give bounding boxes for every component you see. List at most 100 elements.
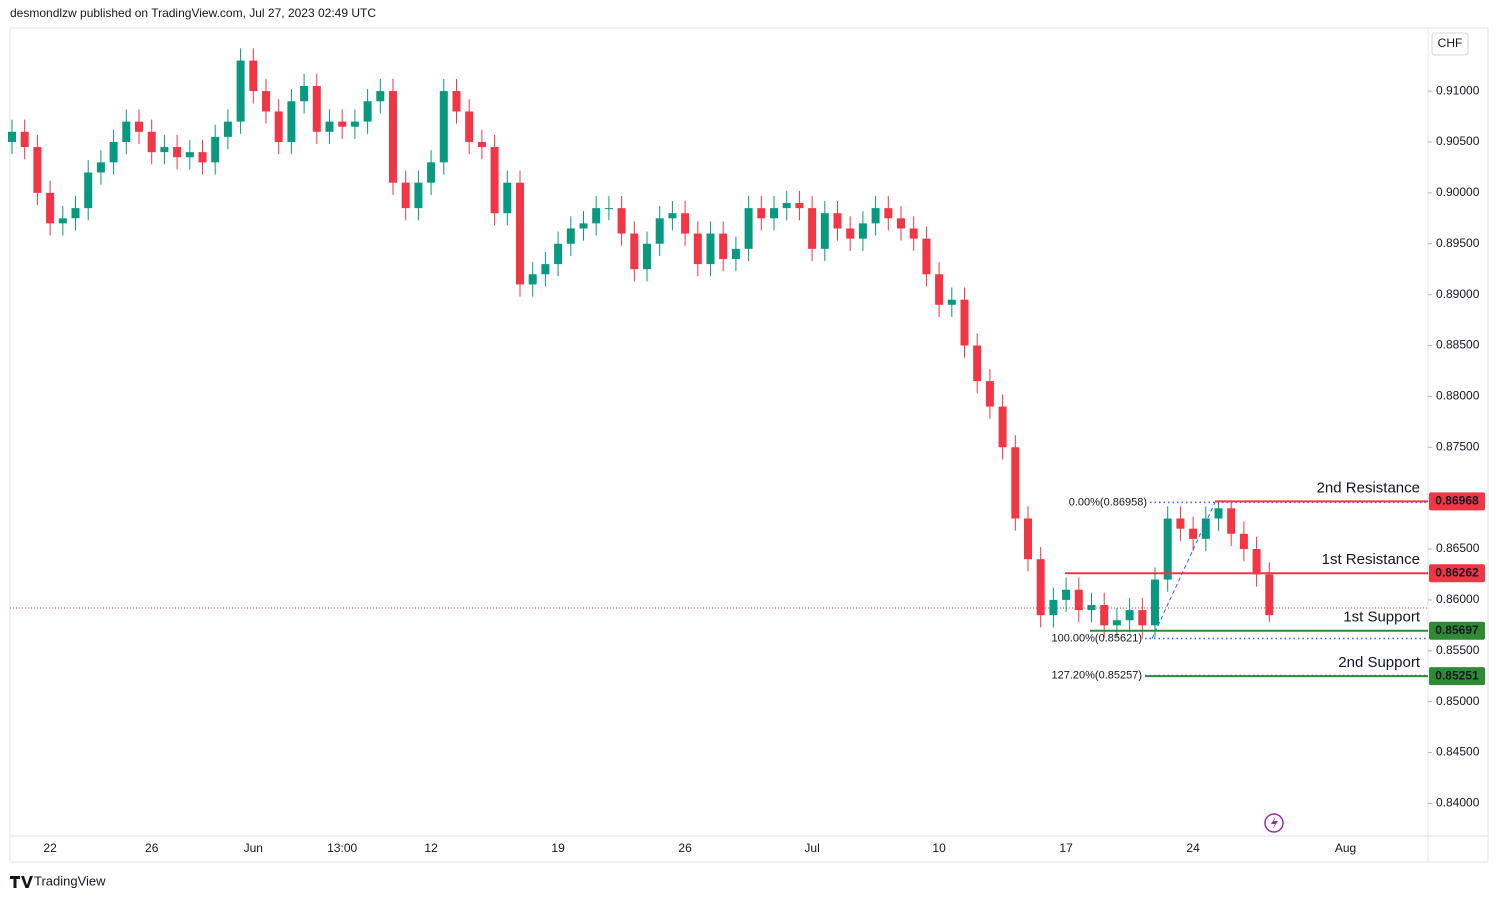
y-tick-label: 0.88000 <box>1436 389 1480 403</box>
candle-body <box>757 208 766 219</box>
candle-body <box>376 91 385 102</box>
candle-body <box>909 228 918 239</box>
candle-body <box>414 182 423 209</box>
candle-body <box>135 121 143 132</box>
candle-body <box>1112 620 1121 626</box>
x-tick-label: 10 <box>932 841 946 855</box>
x-tick-label: 13:00 <box>327 841 357 855</box>
candle-body <box>1151 579 1159 626</box>
candle-body <box>338 121 347 127</box>
x-tick-label: 26 <box>145 841 159 855</box>
candle-body <box>465 111 474 142</box>
candle-body <box>960 299 969 346</box>
level-price-box <box>1429 621 1485 640</box>
candle-body <box>897 218 905 229</box>
candle-body <box>20 131 29 148</box>
candle-body <box>541 264 550 275</box>
level-name: 2nd Support <box>1338 654 1421 671</box>
y-tick-label: 0.90500 <box>1436 134 1480 148</box>
candle-body <box>427 162 436 183</box>
candle-body <box>1087 604 1096 611</box>
currency-label[interactable]: CHF <box>1438 36 1463 50</box>
candle-body <box>211 136 220 163</box>
candle-body <box>1074 589 1083 611</box>
candle-body <box>350 121 359 127</box>
events-icon-bolt <box>1271 816 1278 830</box>
candle-body <box>795 203 804 209</box>
candle-body <box>643 243 651 270</box>
currency-box[interactable] <box>1431 32 1469 56</box>
candle-body <box>922 238 931 275</box>
candle-body <box>1138 610 1147 626</box>
candle-body <box>325 121 334 132</box>
x-tick-label: Jul <box>804 841 819 855</box>
candle-body <box>833 213 842 229</box>
level-price-label: 0.86968 <box>1435 494 1479 508</box>
level-price-box <box>1429 564 1485 583</box>
candle-body <box>58 218 67 224</box>
level-price-box <box>1429 492 1485 511</box>
y-tick-label: 0.90000 <box>1436 185 1480 199</box>
y-tick-label: 0.85500 <box>1436 643 1480 657</box>
level-price-label: 0.85251 <box>1435 668 1479 682</box>
candle-body <box>846 228 855 239</box>
candle-body <box>1062 589 1071 600</box>
candle-body <box>389 91 397 183</box>
candle-body <box>173 147 182 158</box>
candle-body <box>681 213 690 234</box>
candle-body <box>947 299 956 305</box>
chart-frame <box>9 27 1489 863</box>
candle-body <box>693 233 702 265</box>
candle-body <box>274 111 283 142</box>
level-price-box <box>1429 667 1485 686</box>
candle-body <box>147 131 156 153</box>
y-tick-label: 0.88500 <box>1436 338 1480 352</box>
candle-body <box>490 147 499 214</box>
candle-body <box>1036 559 1045 616</box>
candle-body <box>731 248 740 260</box>
y-tick-label: 0.86500 <box>1436 541 1480 555</box>
candle-body <box>617 208 626 234</box>
candle-body <box>566 228 575 244</box>
level-price-label: 0.85697 <box>1435 623 1479 637</box>
candle-body <box>287 101 296 142</box>
candle-body <box>528 274 537 285</box>
fib-level-label: 0.00%(0.86958) <box>1069 496 1147 508</box>
candle-body <box>1100 604 1109 626</box>
candle-body <box>71 208 80 219</box>
candle-body <box>998 406 1007 448</box>
candle-body <box>808 208 817 249</box>
x-tick-label: 17 <box>1059 841 1073 855</box>
candle-body <box>884 208 893 219</box>
brand-name: TradingView <box>34 873 106 888</box>
candle-body <box>1011 447 1020 519</box>
fib-level-label: 100.00%(0.85621) <box>1051 632 1142 644</box>
candle-body <box>782 203 791 209</box>
candle-body <box>668 213 677 219</box>
x-tick-label: Jun <box>244 841 263 855</box>
y-tick-label: 0.84500 <box>1436 745 1480 759</box>
candle-body <box>516 182 524 285</box>
candle-body <box>770 208 778 219</box>
candle-body <box>935 274 944 305</box>
y-tick-label: 0.84000 <box>1436 796 1480 810</box>
candle-body <box>1214 508 1223 519</box>
y-tick-label: 0.85000 <box>1436 694 1480 708</box>
candle-body <box>858 223 867 239</box>
candle-body <box>1024 518 1032 560</box>
candle-body <box>1239 533 1248 550</box>
candle-body <box>452 91 461 112</box>
candle-body <box>706 233 715 265</box>
candle-body <box>820 213 829 249</box>
candle-body <box>223 121 232 137</box>
y-tick-label: 0.89000 <box>1436 287 1480 301</box>
candle-body <box>655 218 664 244</box>
candle-body <box>1125 610 1134 621</box>
events-icon[interactable] <box>1264 813 1284 833</box>
fib-level-label: 127.20%(0.85257) <box>1051 669 1142 681</box>
candle-body <box>1189 528 1198 539</box>
candle-body <box>1201 518 1210 539</box>
candle-body <box>185 152 194 158</box>
candle-body <box>439 91 448 163</box>
